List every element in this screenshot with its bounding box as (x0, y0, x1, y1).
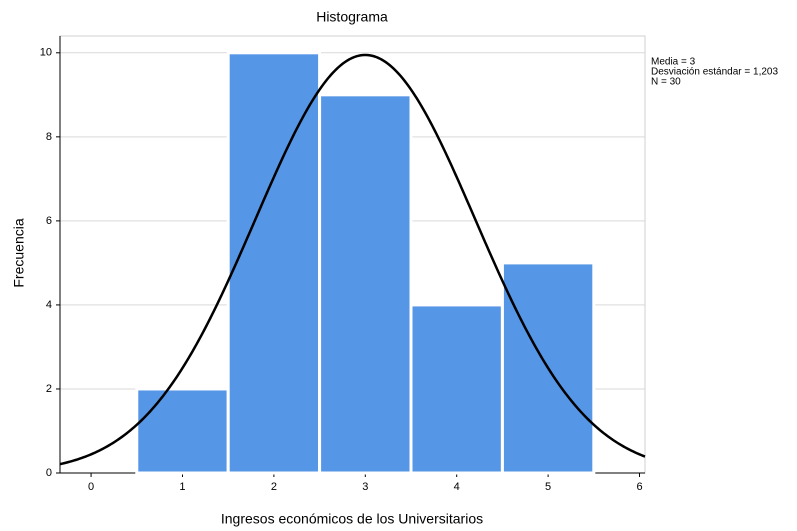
y-tick-label: 2 (46, 383, 52, 395)
y-tick-label: 6 (46, 215, 52, 227)
x-tick-label: 5 (545, 481, 551, 493)
stats-note: N = 30 (651, 77, 681, 88)
x-tick-label: 4 (454, 481, 460, 493)
y-axis-label: Frecuencia (11, 218, 27, 287)
bar (409, 303, 504, 475)
y-tick-label: 4 (46, 299, 52, 311)
normal-curve (59, 53, 646, 466)
stats-note: Media = 3 (651, 57, 696, 68)
bar (135, 387, 230, 475)
x-tick-label: 2 (271, 481, 277, 493)
y-tick-label: 0 (46, 467, 52, 479)
chart-title: Histograma (316, 9, 388, 25)
x-tick-label: 0 (88, 481, 94, 493)
x-tick-label: 3 (362, 481, 368, 493)
stats-note: Desviación estándar = 1,203 (651, 67, 778, 78)
x-tick-label: 6 (636, 481, 642, 493)
x-axis-label: Ingresos económicos de los Universitario… (221, 511, 483, 527)
bar (226, 51, 322, 475)
bar (318, 93, 413, 475)
y-tick-label: 8 (46, 131, 52, 143)
y-tick-label: 10 (40, 47, 52, 59)
x-tick-label: 1 (179, 481, 185, 493)
